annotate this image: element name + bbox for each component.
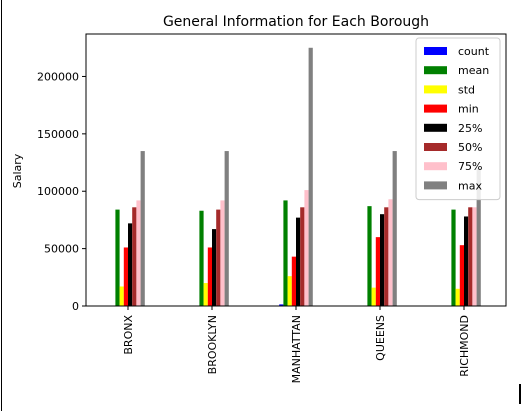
bar-25pct-manhattan [296,217,301,306]
y-axis: 0 50000 100000 150000 200000 [37,70,86,313]
legend-swatch [424,66,447,75]
bar-count-manhattan [279,304,284,306]
bar-max-queens [392,151,397,306]
bar-25pct-bronx [128,223,133,306]
bar-75pct-queens [388,199,393,306]
bar-25pct-brooklyn [212,229,217,306]
bar-mean-queens [367,206,372,306]
bar-std-brooklyn [203,283,208,306]
bar-mean-manhattan [283,200,288,306]
bar-min-richmond [459,245,464,306]
legend-swatch [424,181,447,190]
y-tick-label: 100000 [37,185,79,198]
bars-group [111,47,481,306]
legend-label: 50% [458,141,482,154]
y-tick-label: 200000 [37,70,79,83]
bar-std-richmond [455,288,460,306]
bar-25pct-queens [380,214,385,306]
bar-50pct-richmond [468,207,473,306]
bar-25pct-richmond [464,216,469,306]
legend-swatch [424,143,447,151]
legend-label: 75% [458,160,482,173]
legend-box [415,37,501,201]
bar-75pct-brooklyn [220,200,225,306]
bar-max-bronx [140,151,145,306]
bar-mean-bronx [115,209,120,306]
bar-std-queens [371,287,376,306]
bar-max-brooklyn [224,151,229,306]
legend-swatch [424,162,447,171]
y-tick-label: 0 [72,300,79,313]
legend-label: max [458,179,482,192]
legend-label: min [458,103,479,116]
bar-std-bronx [119,286,124,306]
bar-50pct-queens [384,207,389,306]
y-tick-label: 50000 [44,243,79,256]
chart-title: General Information for Each Borough [163,14,429,30]
bar-min-manhattan [291,256,296,306]
legend-label: count [458,45,490,58]
legend-label: mean [458,64,489,77]
legend-swatch [424,104,447,113]
bar-mean-richmond [451,209,456,306]
bar-50pct-brooklyn [216,209,221,306]
y-tick-label: 150000 [37,128,79,141]
x-tick-label: QUEENS [374,315,387,361]
x-tick-label: RICHMOND [458,315,471,377]
text-cursor [519,384,521,404]
bar-max-manhattan [308,47,313,306]
bar-mean-brooklyn [199,210,204,306]
bar-min-brooklyn [207,247,212,306]
legend: count mean std min 25% 50% 75% max [415,37,501,201]
x-tick-label: MANHATTAN [290,315,303,383]
bar-std-manhattan [287,276,292,306]
legend-swatch [424,47,447,55]
bar-75pct-manhattan [304,190,309,306]
legend-swatch [424,123,447,132]
plot-frame [85,33,507,307]
y-axis-label: Salary [11,153,24,188]
legend-swatch [424,85,447,94]
x-axis: BRONX BROOKLYN MANHATTAN QUEENS RICHMOND [122,306,471,383]
bar-75pct-bronx [136,200,141,306]
bar-75pct-richmond [472,207,477,306]
bar-50pct-bronx [132,207,137,306]
legend-label: 25% [458,122,482,135]
bar-min-queens [375,237,380,306]
bar-min-bronx [123,247,128,306]
bar-max-richmond [476,168,481,306]
window-left-border [1,0,2,411]
x-tick-label: BRONX [122,315,135,355]
x-tick-label: BROOKLYN [206,315,219,374]
legend-label: std [458,83,475,96]
bar-50pct-manhattan [300,207,305,306]
